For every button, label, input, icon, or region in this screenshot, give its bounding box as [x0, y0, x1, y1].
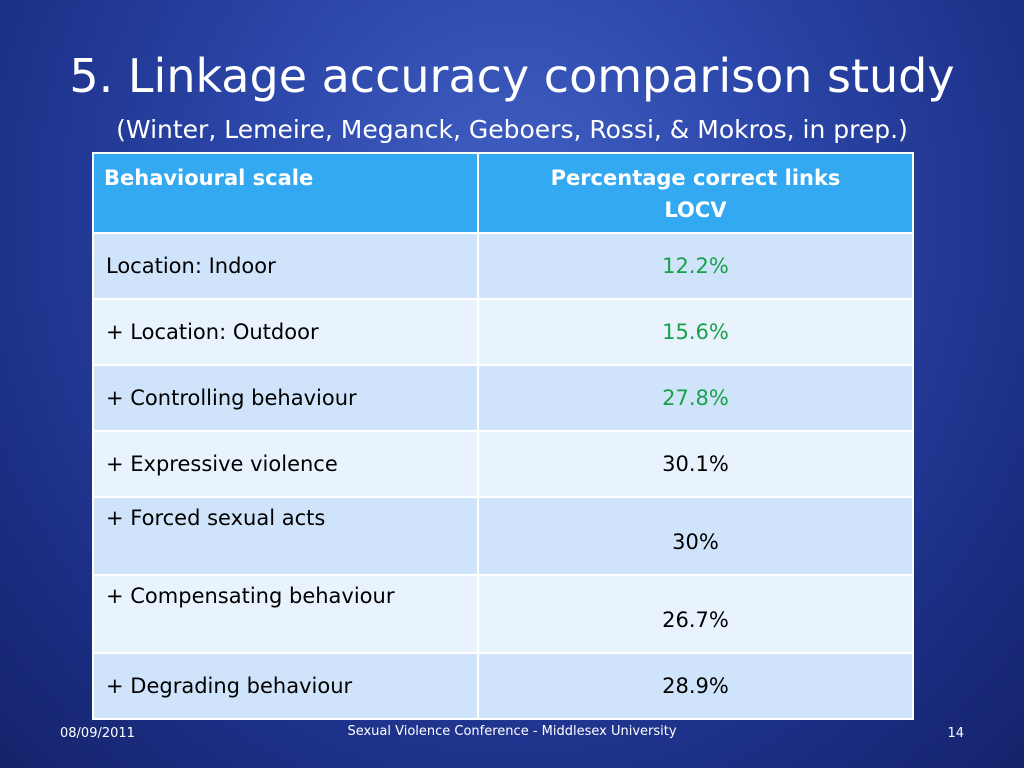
row-label: + Compensating behaviour: [92, 574, 479, 654]
linkage-accuracy-table: Behavioural scale Percentage correct lin…: [92, 152, 914, 720]
header-percentage-correct: Percentage correct links LOCV: [477, 152, 914, 234]
table-row: + Degrading behaviour 28.9%: [92, 652, 914, 720]
row-value: 30%: [477, 496, 914, 576]
row-value: 28.9%: [477, 652, 914, 720]
row-value: 26.7%: [477, 574, 914, 654]
header-percentage-line1: Percentage correct links: [550, 166, 841, 190]
table-row: + Forced sexual acts 30%: [92, 496, 914, 576]
table-row: + Expressive violence 30.1%: [92, 430, 914, 498]
row-label: + Controlling behaviour: [92, 364, 479, 432]
row-value: 30.1%: [477, 430, 914, 498]
slide-title: 5. Linkage accuracy comparison study: [69, 49, 955, 103]
table-header-row: Behavioural scale Percentage correct lin…: [92, 152, 914, 234]
table-row: + Controlling behaviour 27.8%: [92, 364, 914, 432]
row-value: 15.6%: [477, 298, 914, 366]
footer-conference: Sexual Violence Conference - Middlesex U…: [347, 724, 677, 739]
table-row: + Location: Outdoor 15.6%: [92, 298, 914, 366]
row-label: Location: Indoor: [92, 232, 479, 300]
footer-date: 08/09/2011: [60, 726, 135, 741]
footer-page-number: 14: [947, 726, 964, 741]
row-value: 27.8%: [477, 364, 914, 432]
row-value: 12.2%: [477, 232, 914, 300]
row-label: + Degrading behaviour: [92, 652, 479, 720]
table-row: Location: Indoor 12.2%: [92, 232, 914, 300]
row-label: + Expressive violence: [92, 430, 479, 498]
row-label: + Forced sexual acts: [92, 496, 479, 576]
slide-subtitle: (Winter, Lemeire, Meganck, Geboers, Ross…: [116, 115, 908, 144]
table-row: + Compensating behaviour 26.7%: [92, 574, 914, 654]
row-label: + Location: Outdoor: [92, 298, 479, 366]
header-percentage-line2: LOCV: [664, 198, 727, 222]
header-behavioural-scale: Behavioural scale: [92, 152, 479, 234]
